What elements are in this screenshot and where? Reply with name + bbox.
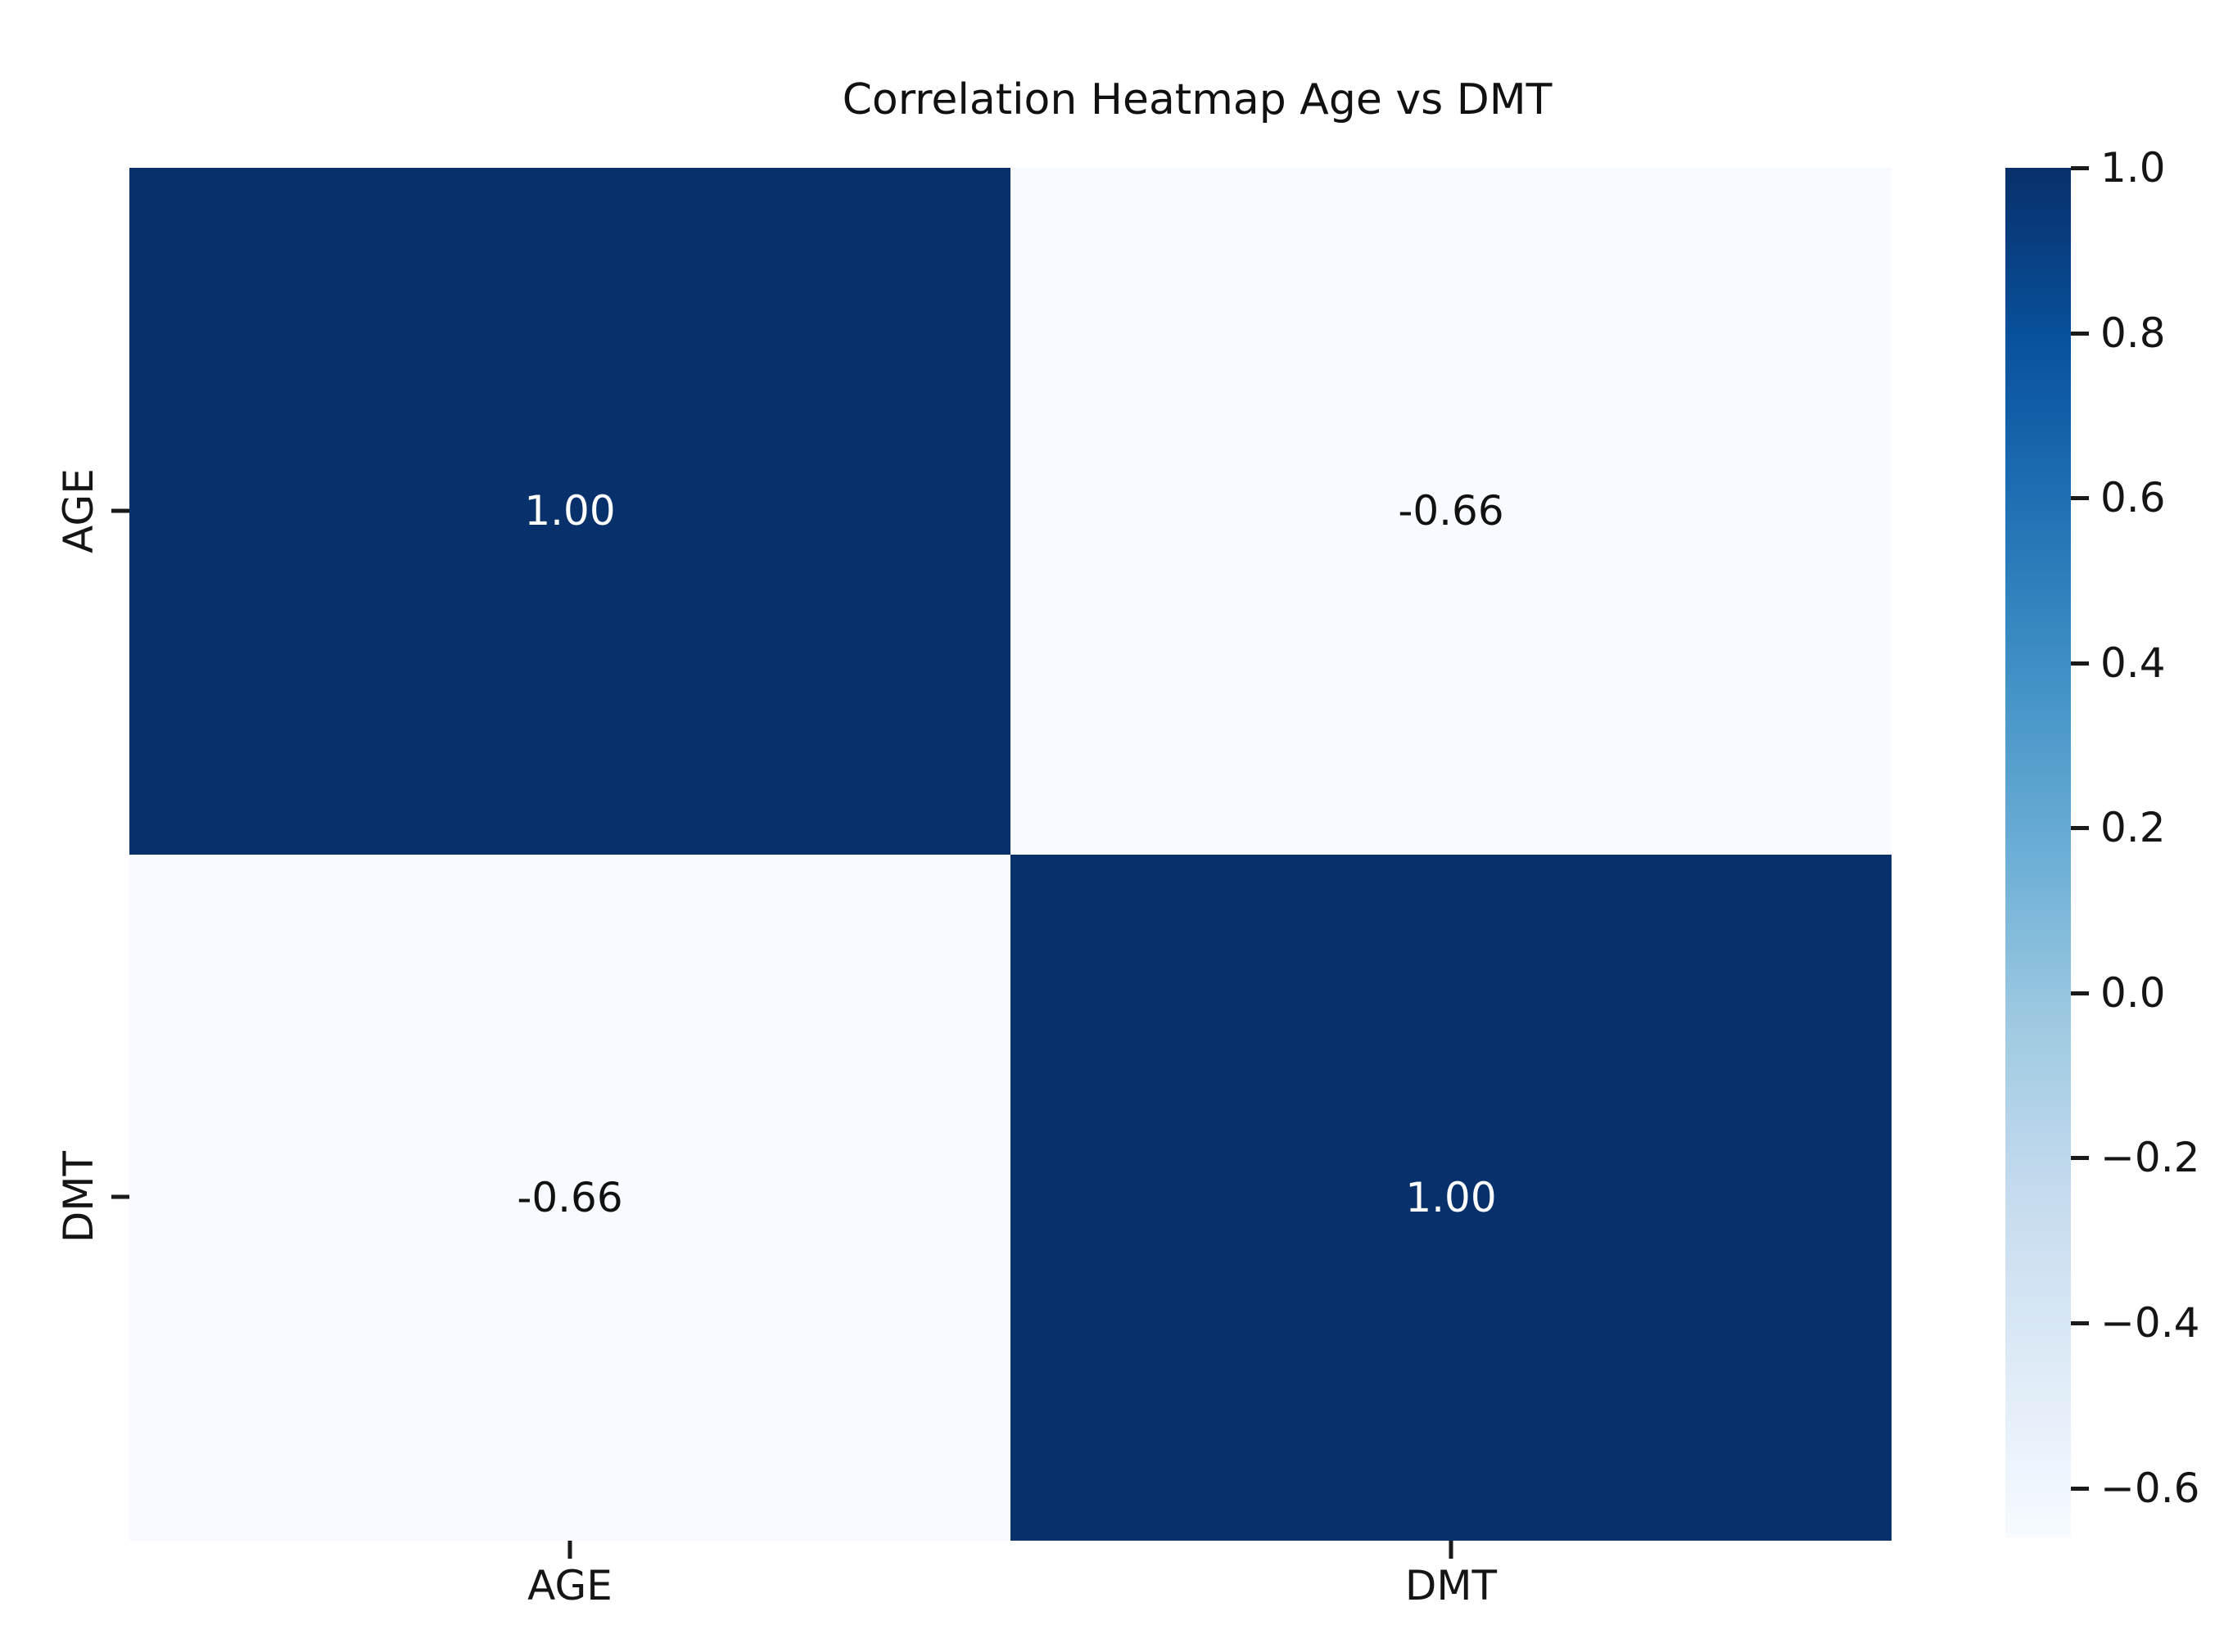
heatmap-cell-dmt-dmt: 1.00 — [1010, 854, 1892, 1541]
colorbar-tick: −0.6 — [2071, 1468, 2199, 1509]
colorbar-tick-label: −0.6 — [2100, 1465, 2200, 1512]
colorbar-tick: 1.0 — [2071, 147, 2166, 188]
chart-title: Correlation Heatmap Age vs DMT — [842, 75, 1553, 124]
heatmap-cell-age-age: 1.00 — [129, 168, 1010, 855]
colorbar-tick-label: 0.0 — [2100, 969, 2166, 1017]
x-tick-label-dmt: DMT — [1404, 1562, 1498, 1609]
colorbar-tick: 0.2 — [2071, 807, 2166, 848]
colorbar-tick-mark — [2071, 495, 2089, 500]
colorbar-tick-mark — [2071, 825, 2089, 830]
heatmap: 1.00 -0.66 -0.66 1.00 — [129, 168, 1892, 1541]
colorbar-ticks: 1.0 0.8 0.6 0.4 0.2 0.0 −0.2 −0.4 −0.6 — [2071, 147, 2233, 1537]
cell-value: 1.00 — [1405, 1173, 1497, 1221]
heatmap-cell-dmt-age: -0.66 — [129, 854, 1010, 1541]
x-tick-age — [567, 1541, 572, 1559]
colorbar-tick-label: 1.0 — [2100, 144, 2166, 192]
x-tick-label-age: AGE — [527, 1562, 612, 1609]
cell-value: 1.00 — [524, 487, 616, 535]
colorbar-tick-label: 0.8 — [2100, 309, 2166, 357]
colorbar-tick-label: 0.6 — [2100, 474, 2166, 521]
colorbar-tick-label: 0.2 — [2100, 804, 2166, 851]
colorbar-tick: 0.8 — [2071, 313, 2166, 354]
y-tick-label-age: AGE — [55, 468, 102, 553]
colorbar-tick: −0.4 — [2071, 1302, 2199, 1343]
y-tick-label-dmt: DMT — [55, 1150, 102, 1244]
colorbar-gradient — [2005, 168, 2071, 1537]
cell-value: -0.66 — [517, 1173, 623, 1221]
colorbar-tick-label: 0.4 — [2100, 639, 2166, 687]
colorbar-tick: 0.6 — [2071, 477, 2166, 518]
colorbar-tick-mark — [2071, 991, 2089, 995]
cell-value: -0.66 — [1398, 487, 1504, 535]
colorbar-tick-mark — [2071, 661, 2089, 666]
colorbar-tick-mark — [2071, 1155, 2089, 1160]
colorbar-tick: 0.0 — [2071, 973, 2166, 1013]
colorbar-tick-label: −0.4 — [2100, 1299, 2200, 1347]
colorbar-tick-label: −0.2 — [2100, 1134, 2200, 1181]
y-tick-age — [111, 508, 129, 513]
colorbar-tick-mark — [2071, 165, 2089, 170]
colorbar-tick: −0.2 — [2071, 1137, 2199, 1178]
heatmap-cell-age-dmt: -0.66 — [1010, 168, 1892, 855]
colorbar-tick-mark — [2071, 1486, 2089, 1491]
colorbar-tick: 0.4 — [2071, 643, 2166, 684]
x-tick-dmt — [1449, 1541, 1453, 1559]
y-tick-dmt — [111, 1194, 129, 1199]
colorbar-tick-mark — [2071, 1320, 2089, 1325]
colorbar-tick-mark — [2071, 331, 2089, 336]
